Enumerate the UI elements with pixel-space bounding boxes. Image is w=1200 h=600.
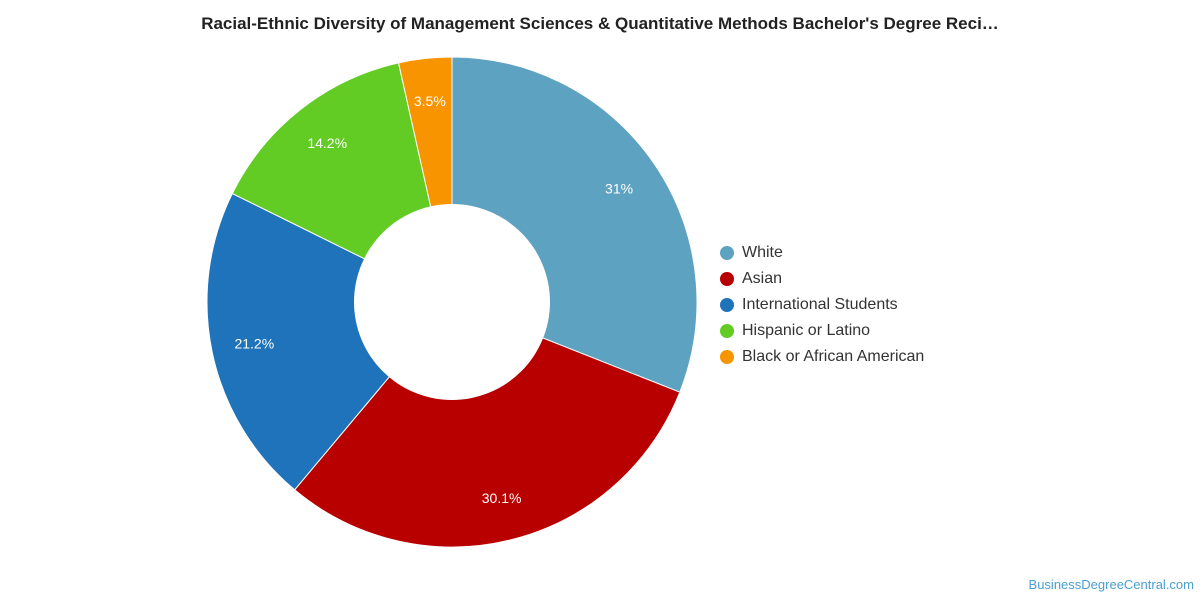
slice-label-international-students: 21.2% — [234, 336, 274, 352]
legend-item-hispanic-or-latino[interactable]: Hispanic or Latino — [720, 318, 924, 344]
watermark[interactable]: BusinessDegreeCentral.com — [1028, 577, 1194, 592]
slice-label-black-or-african-american: 3.5% — [414, 93, 446, 109]
legend-swatch-black-or-african-american — [720, 350, 734, 364]
legend-item-asian[interactable]: Asian — [720, 266, 924, 292]
slice-label-hispanic-or-latino: 14.2% — [307, 135, 347, 151]
slice-asian[interactable] — [293, 301, 681, 548]
legend-swatch-white — [720, 246, 734, 260]
legend-swatch-international-students — [720, 298, 734, 312]
legend-swatch-hispanic-or-latino — [720, 324, 734, 338]
slice-international-students[interactable] — [206, 192, 453, 491]
legend-swatch-asian — [720, 272, 734, 286]
slice-label-asian: 30.1% — [482, 490, 522, 506]
legend-label-black-or-african-american: Black or African American — [742, 348, 925, 365]
chart-title: Racial-Ethnic Diversity of Management Sc… — [201, 14, 999, 33]
labels-group: 31% 30.1% 21.2% 14.2% 3.5% — [234, 93, 633, 506]
legend-item-international-students[interactable]: International Students — [720, 292, 924, 318]
legend-item-black-or-african-american[interactable]: Black or African American — [720, 344, 924, 370]
legend-label-hispanic-or-latino: Hispanic or Latino — [742, 322, 871, 339]
slice-label-white: 31% — [605, 180, 633, 196]
legend-label-international-students: International Students — [742, 296, 898, 313]
legend-label-asian: Asian — [742, 270, 783, 287]
legend: White Asian International Students Hispanic… — [720, 240, 924, 370]
donut-hole — [354, 204, 550, 400]
legend-label-white: White — [742, 244, 783, 261]
legend-item-white[interactable]: White — [720, 240, 924, 266]
